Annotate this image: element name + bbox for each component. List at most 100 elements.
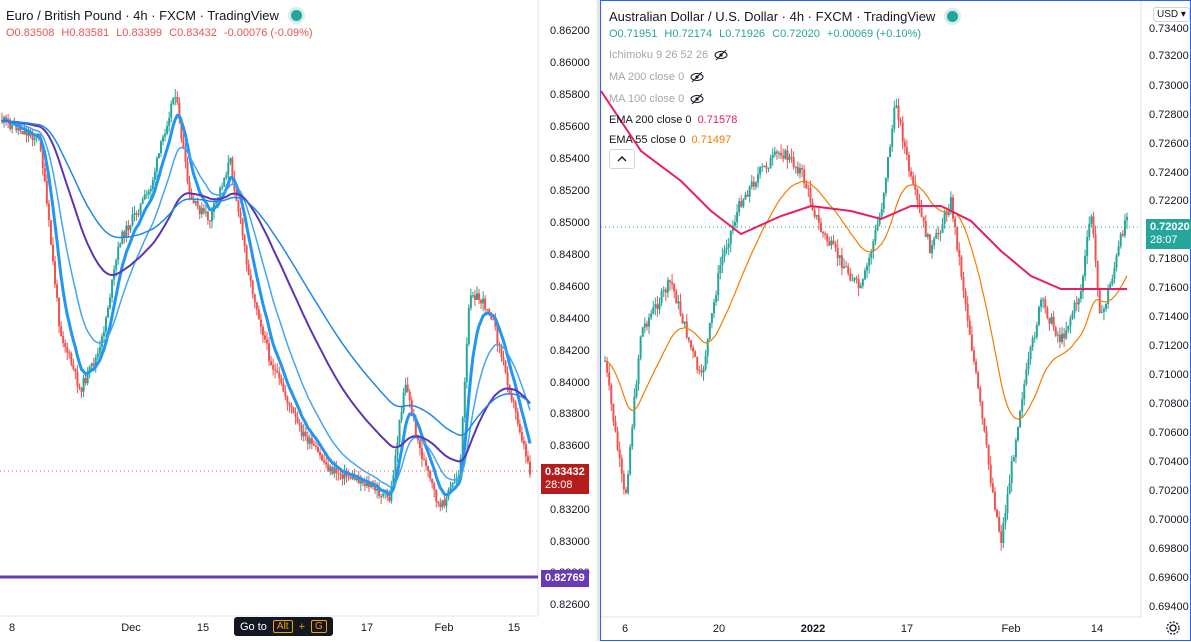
close-value: C0.83432: [169, 27, 217, 39]
candle-body: [51, 244, 54, 262]
candle-body: [610, 385, 613, 404]
candle-body: [58, 297, 61, 327]
candle-body: [746, 194, 749, 197]
candle-body: [374, 486, 377, 491]
candle-body: [998, 516, 1001, 532]
eurgbp-chart-pane[interactable]: 0.86200 0.86000 0.85800 0.85600 0.85400 0.852…: [0, 0, 598, 641]
candle-body: [738, 201, 741, 213]
candle-body: [196, 200, 199, 207]
audusd-chart-canvas[interactable]: 0.73400 0.73200 0.73000 0.72800 0.72600 0.724…: [601, 1, 1191, 642]
indicator-row[interactable]: Ichimoku 9 26 52 26: [609, 48, 958, 62]
candle-body: [952, 197, 954, 219]
candle-body: [679, 301, 682, 315]
candle-body: [1033, 337, 1036, 339]
candle-body: [339, 473, 342, 475]
pane-divider[interactable]: [597, 0, 600, 641]
candle-body: [1063, 333, 1066, 339]
candle-body: [1084, 255, 1087, 276]
price-axis-label: 0.71400: [1149, 311, 1189, 323]
candle-body: [752, 181, 755, 187]
price-axis-label: 0.70000: [1149, 514, 1189, 526]
candle-body: [463, 381, 466, 418]
candle-body: [496, 326, 499, 345]
hidden-eye-icon[interactable]: [690, 70, 704, 84]
collapse-legend-button[interactable]: [609, 149, 635, 169]
settings-gear-icon[interactable]: [1165, 620, 1181, 636]
candle-body: [5, 117, 8, 120]
symbol-title[interactable]: Australian Dollar / U.S. Dollar · 4h · F…: [609, 9, 936, 24]
candle-body: [622, 473, 625, 490]
candle-body: [1109, 283, 1112, 290]
candle-body: [874, 230, 877, 242]
candle-body: [166, 125, 169, 134]
candle-body: [524, 444, 527, 457]
candle-body: [935, 233, 938, 239]
close-value: C0.72020: [772, 28, 820, 40]
candle-body: [660, 290, 663, 304]
candle-body: [643, 323, 646, 328]
candle-body: [1096, 260, 1099, 290]
candle-body: [1077, 298, 1080, 305]
candle-body: [68, 352, 71, 354]
current-price-label: 0.83432 28:08: [541, 464, 589, 494]
candle-body: [685, 321, 688, 338]
candle-body: [231, 158, 234, 178]
go-to-date-button[interactable]: Go to Alt + G: [234, 617, 333, 636]
price-axis-label: 0.86200: [550, 25, 590, 37]
candle-body: [761, 166, 764, 168]
candle-body: [276, 370, 279, 373]
candle-body: [629, 446, 632, 475]
price-axis-label: 0.83600: [550, 440, 590, 452]
candle-body: [815, 215, 818, 217]
candle-body: [378, 488, 381, 497]
price-axis-label: 0.71800: [1149, 253, 1189, 265]
candle-body: [170, 103, 173, 118]
candle-body: [1121, 233, 1124, 236]
long-ma-line: [1, 120, 531, 437]
candle-body: [406, 384, 409, 392]
candle-body: [1105, 303, 1108, 309]
candle-body: [828, 241, 831, 246]
audusd-chart-pane[interactable]: 0.73400 0.73200 0.73000 0.72800 0.72600 0.724…: [600, 0, 1191, 641]
candle-body: [773, 151, 776, 155]
candle-body: [696, 357, 699, 370]
candle-body: [347, 475, 350, 477]
hidden-eye-icon[interactable]: [690, 92, 704, 106]
ohlc-values: O0.71951 H0.72174 L0.71926 C0.72020 +0.0…: [609, 28, 958, 40]
currency-selector[interactable]: USD ▾: [1153, 7, 1190, 22]
price-axis-label: 0.72400: [1149, 167, 1189, 179]
candle-body: [433, 483, 436, 490]
hidden-eye-icon[interactable]: [714, 48, 728, 62]
symbol-title[interactable]: Euro / British Pound · 4h · FXCM · Tradi…: [6, 8, 279, 23]
price-axis-label: 0.84800: [550, 249, 590, 261]
candle-body: [88, 366, 91, 372]
price-axis-label: 0.70400: [1149, 456, 1189, 468]
candle-body: [1006, 494, 1009, 514]
indicator-row[interactable]: MA 200 close 0: [609, 70, 958, 84]
candle-body: [139, 203, 142, 214]
candle-body: [47, 203, 50, 221]
candle-body: [723, 249, 726, 257]
candle-body: [652, 307, 655, 314]
indicator-row[interactable]: EMA 55 close 0 0.71497: [609, 134, 958, 146]
candle-body: [143, 194, 146, 200]
candle-body: [700, 370, 703, 373]
candle-body: [384, 492, 387, 494]
indicator-row[interactable]: MA 100 close 0: [609, 92, 958, 106]
candle-body: [500, 346, 503, 358]
candle-body: [15, 124, 18, 131]
candle-body: [786, 150, 789, 161]
candle-body: [618, 449, 621, 459]
indicator-row[interactable]: EMA 200 close 0 0.71578: [609, 114, 958, 126]
candle-body: [832, 240, 835, 244]
candle-body: [899, 119, 902, 123]
time-axis-label: 15: [197, 622, 209, 634]
candle-body: [905, 146, 908, 156]
eurgbp-chart-canvas[interactable]: 0.86200 0.86000 0.85800 0.85600 0.85400 0.852…: [0, 0, 598, 641]
bar-countdown: 28:07: [1150, 234, 1178, 246]
candle-body: [43, 168, 46, 182]
candle-body: [343, 471, 346, 479]
candle-body: [107, 307, 110, 318]
candle-body: [33, 138, 36, 140]
candle-body: [914, 183, 917, 190]
